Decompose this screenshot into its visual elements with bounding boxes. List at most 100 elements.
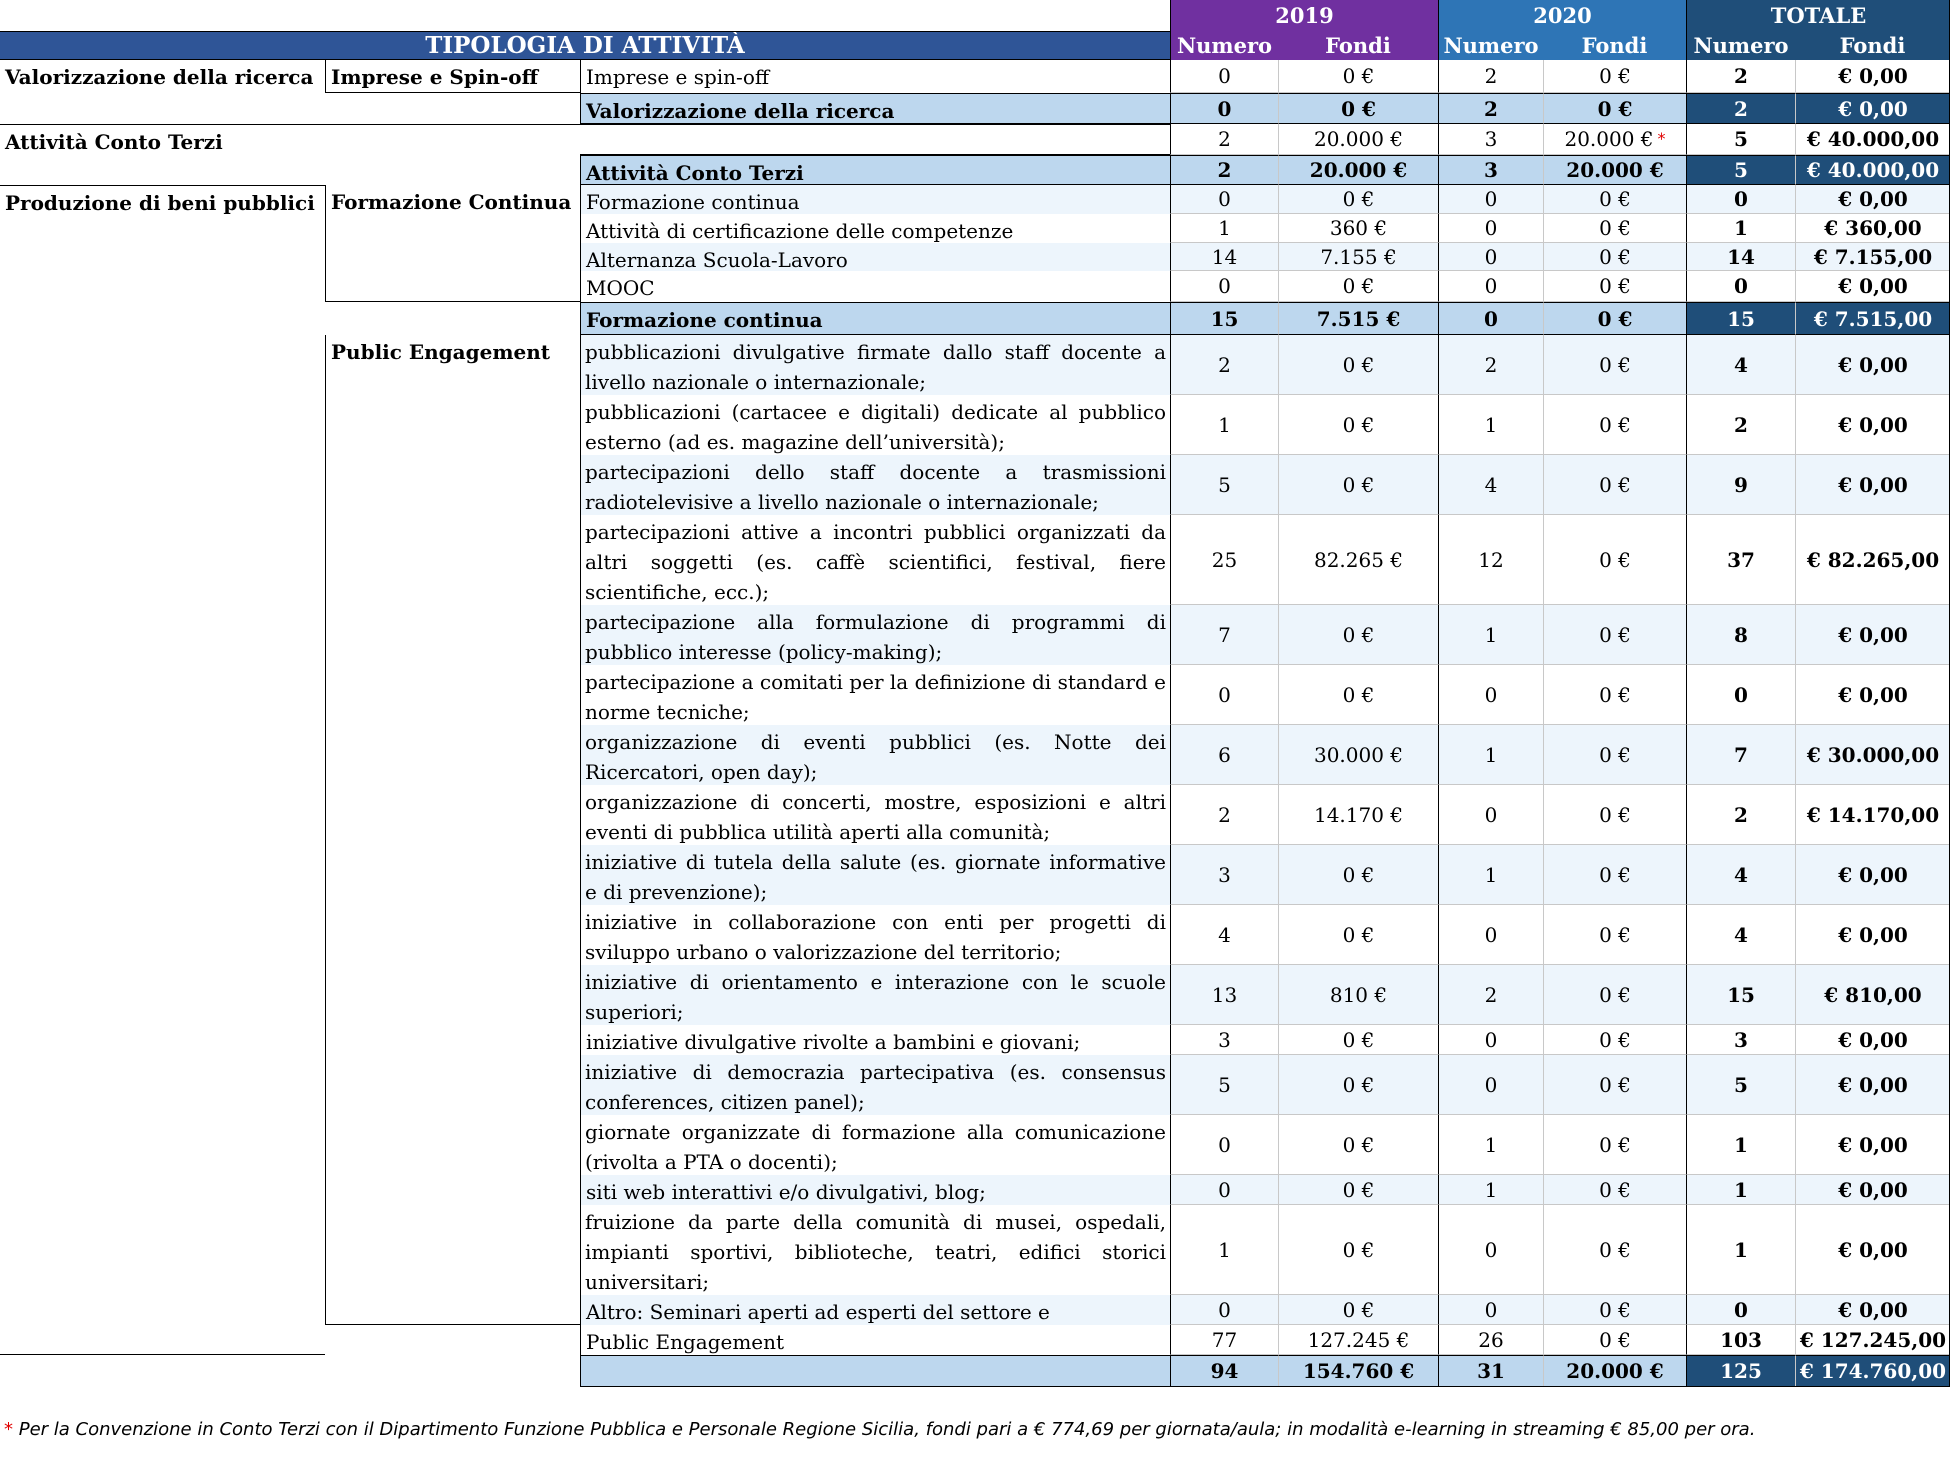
fondi-totale: € 0,00 [1795,665,1950,725]
subtotal-label: Valorizzazione della ricerca [580,93,1170,124]
fondi-2019: 0 € [1278,1115,1438,1175]
fondi-totale: € 127.245,00 [1795,1325,1950,1355]
fondi-2020-value: 20.000 € [1564,127,1654,151]
numero-2019: 94 [1170,1355,1278,1387]
fondi-2020: 0 € [1543,965,1686,1025]
fondi-totale: € 0,00 [1795,1295,1950,1325]
fondi-2019: 0 € [1278,1295,1438,1325]
numero-2020: 31 [1438,1355,1543,1387]
numero-totale: 2 [1686,60,1795,93]
numero-totale: 4 [1686,335,1795,395]
row-label: fruizione da parte della comunità di mus… [580,1205,1170,1295]
row-label: partecipazioni attive a incontri pubblic… [580,515,1170,605]
fondi-2020: 0 € [1543,93,1686,124]
fondi-header: Fondi [1543,31,1686,60]
numero-totale: 1 [1686,1175,1795,1205]
fondi-2020: 0 € [1543,243,1686,271]
fondi-2019: 0 € [1278,905,1438,965]
subtotal-label [580,1355,1170,1387]
fondi-2019: 0 € [1278,335,1438,395]
numero-totale: 2 [1686,93,1795,124]
numero-2019: 0 [1170,1175,1278,1205]
numero-totale: 1 [1686,1115,1795,1175]
fondi-totale: € 7.515,00 [1795,302,1950,335]
numero-2020: 1 [1438,1115,1543,1175]
numero-2020: 0 [1438,905,1543,965]
fondi-totale: € 0,00 [1795,905,1950,965]
fondi-2020: 0 € [1543,665,1686,725]
numero-totale: 0 [1686,665,1795,725]
fondi-2020: 0 € [1543,455,1686,515]
numero-2020: 2 [1438,335,1543,395]
fondi-2019: 0 € [1278,1205,1438,1295]
category-beni-pubblici: Produzione di beni pubblici [0,185,325,1355]
numero-2019: 0 [1170,1115,1278,1175]
row-label: giornate organizzate di formazione alla … [580,1115,1170,1175]
fondi-2020: 0 € [1543,335,1686,395]
numero-2020: 0 [1438,665,1543,725]
fondi-2020: 0 € [1543,185,1686,214]
fondi-totale: € 0,00 [1795,185,1950,214]
numero-totale: 1 [1686,1205,1795,1295]
numero-2019: 0 [1170,271,1278,302]
numero-2020: 1 [1438,395,1543,455]
numero-2020: 1 [1438,725,1543,785]
row-label: Formazione continua [580,185,1170,214]
numero-2020: 0 [1438,785,1543,845]
numero-header: Numero [1170,31,1278,60]
numero-2019: 2 [1170,785,1278,845]
subcategory-public-engagement: Public Engagement [325,335,580,1325]
fondi-2020: 20.000 € [1543,1355,1686,1387]
numero-2019: 1 [1170,395,1278,455]
row-label: siti web interattivi e/o divulgativi, bl… [580,1175,1170,1205]
subtotal-label: Attività Conto Terzi [580,155,1170,185]
numero-2019: 2 [1170,124,1278,155]
fondi-2020: 0 € [1543,845,1686,905]
fondi-2020: 0 € [1543,725,1686,785]
fondi-totale: € 0,00 [1795,1055,1950,1115]
footnote-ref-mark: * [1657,129,1666,148]
numero-totale: 37 [1686,515,1795,605]
fondi-2020: 0 € [1543,1025,1686,1055]
row-label: pubblicazioni (cartacee e digitali) dedi… [580,395,1170,455]
row-label: partecipazioni dello staff docente a tra… [580,455,1170,515]
year-2020-header: 2020 [1438,0,1686,31]
numero-totale: 14 [1686,243,1795,271]
fondi-totale: € 0,00 [1795,60,1950,93]
numero-2020: 0 [1438,1205,1543,1295]
numero-totale: 1 [1686,214,1795,243]
numero-2019: 0 [1170,665,1278,725]
fondi-totale: € 360,00 [1795,214,1950,243]
numero-header: Numero [1438,31,1543,60]
numero-2019: 14 [1170,243,1278,271]
fondi-totale: € 40.000,00 [1795,155,1950,185]
row-label: MOOC [580,271,1170,302]
numero-2020: 1 [1438,605,1543,665]
category-conto-terzi: Attività Conto Terzi [0,124,580,185]
numero-2020: 0 [1438,214,1543,243]
fondi-2019: 0 € [1278,845,1438,905]
row-label: iniziative divulgative rivolte a bambini… [580,1025,1170,1055]
fondi-2019: 7.515 € [1278,302,1438,335]
fondi-2019: 0 € [1278,271,1438,302]
fondi-2020: 0 € [1543,1175,1686,1205]
numero-2019: 7 [1170,605,1278,665]
row-label: organizzazione di concerti, mostre, espo… [580,785,1170,845]
fondi-2020: 0 € [1543,1295,1686,1325]
fondi-2019: 0 € [1278,605,1438,665]
fondi-totale: € 14.170,00 [1795,785,1950,845]
table-bottom-border [1170,1386,1950,1387]
numero-totale: 4 [1686,905,1795,965]
fondi-2019: 30.000 € [1278,725,1438,785]
totale-header: TOTALE [1686,0,1950,31]
fondi-2020: 0 € [1543,395,1686,455]
fondi-totale: € 0,00 [1795,1115,1950,1175]
row-label: iniziative di democrazia partecipativa (… [580,1055,1170,1115]
fondi-2019: 0 € [1278,1055,1438,1115]
numero-totale: 103 [1686,1325,1795,1355]
numero-2020: 0 [1438,1025,1543,1055]
fondi-totale: € 0,00 [1795,605,1950,665]
numero-totale: 15 [1686,965,1795,1025]
fondi-totale: € 0,00 [1795,335,1950,395]
